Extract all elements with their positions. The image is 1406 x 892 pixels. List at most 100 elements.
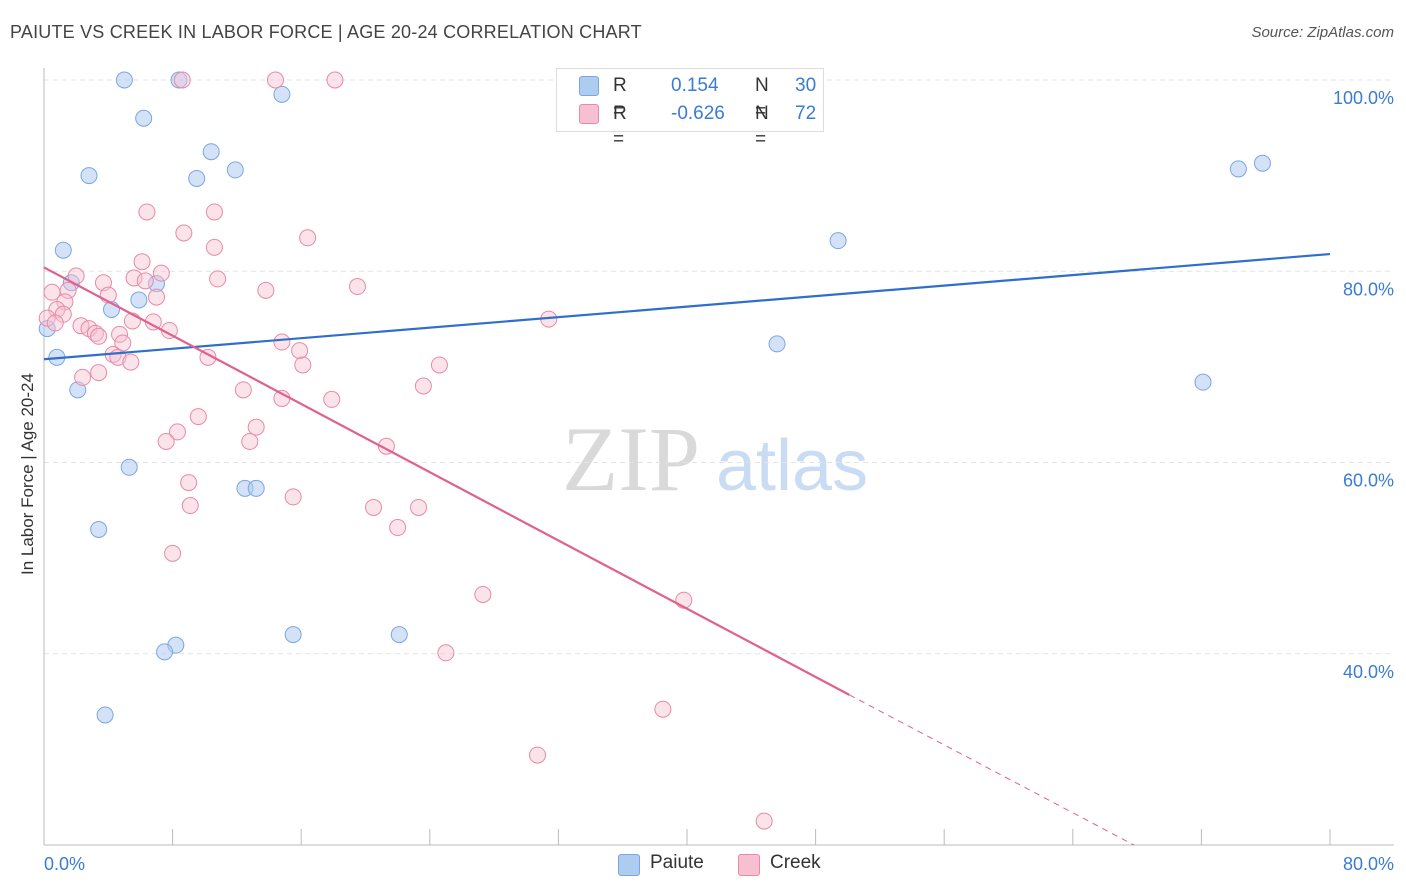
creek-point bbox=[164, 544, 182, 562]
creek-point bbox=[241, 432, 259, 450]
paiute-point bbox=[120, 458, 138, 476]
legend-r-label: R = bbox=[613, 75, 627, 122]
creek-point bbox=[90, 327, 108, 345]
watermark-atlas: atlas bbox=[716, 426, 868, 506]
creek-point bbox=[474, 585, 492, 603]
creek-point bbox=[46, 314, 64, 332]
y-tick-label: 100.0% bbox=[1333, 88, 1394, 108]
creek-point bbox=[529, 746, 547, 764]
creek-point bbox=[266, 71, 284, 89]
creek-point bbox=[157, 432, 175, 450]
creek-point bbox=[294, 356, 312, 374]
legend-r-label: R = bbox=[613, 103, 627, 150]
creek-point bbox=[173, 71, 191, 89]
creek-point bbox=[437, 644, 455, 662]
creek-point bbox=[74, 368, 92, 386]
paiute-point bbox=[284, 626, 302, 644]
paiute-point bbox=[226, 161, 244, 179]
creek-point bbox=[168, 423, 186, 441]
y-axis-label: In Labor Force | Age 20-24 bbox=[18, 373, 37, 575]
y-tick-label: 80.0% bbox=[1343, 279, 1394, 299]
creek-point bbox=[111, 325, 129, 343]
legend-r-value: -0.626 bbox=[671, 103, 725, 124]
creek-point bbox=[348, 278, 366, 296]
creek-point bbox=[410, 498, 428, 516]
paiute-point bbox=[202, 143, 220, 161]
creek-point bbox=[299, 229, 317, 247]
legend-swatch-creek bbox=[579, 104, 599, 124]
paiute-point bbox=[130, 291, 148, 309]
creek-point bbox=[323, 390, 341, 408]
legend-n-value: 30 bbox=[795, 75, 817, 96]
creek-trend-line bbox=[43, 266, 850, 696]
paiute-point bbox=[1194, 373, 1212, 391]
legend-n-label: N = bbox=[755, 75, 769, 122]
creek-point bbox=[180, 474, 198, 492]
creek-point bbox=[148, 288, 166, 306]
paiute-point bbox=[135, 109, 153, 127]
bottom-legend-label: Paiute bbox=[650, 852, 704, 873]
legend-n-value: 72 bbox=[795, 103, 817, 124]
creek-point bbox=[133, 253, 151, 271]
creek-point bbox=[209, 270, 227, 288]
paiute-point bbox=[115, 71, 133, 89]
creek-point bbox=[38, 309, 56, 327]
creek-point bbox=[138, 203, 156, 221]
source-label: Source: ZipAtlas.com bbox=[1251, 24, 1394, 41]
y-tick-label: 60.0% bbox=[1343, 471, 1394, 491]
x-tick-label: 80.0% bbox=[1343, 854, 1394, 874]
creek-point bbox=[125, 269, 143, 287]
bottom-legend-swatch-creek bbox=[738, 854, 760, 876]
creek-point bbox=[326, 71, 344, 89]
correlation-legend: R = 0.154 N = 30 R = -0.626 N = 72 bbox=[556, 68, 824, 150]
creek-trend-line-extension bbox=[849, 694, 1135, 846]
creek-point bbox=[189, 408, 207, 426]
paiute-point bbox=[247, 479, 265, 497]
creek-point bbox=[247, 418, 265, 436]
creek-point bbox=[152, 264, 170, 282]
legend-r-value: 0.154 bbox=[671, 75, 719, 96]
paiute-trend-line bbox=[43, 252, 1331, 361]
creek-point bbox=[430, 356, 448, 374]
paiute-point bbox=[80, 167, 98, 185]
legend-n-label: N = bbox=[755, 103, 769, 150]
creek-point bbox=[365, 498, 383, 516]
bottom-legend-label: Creek bbox=[770, 852, 821, 873]
legend-swatch-paiute bbox=[579, 76, 599, 96]
watermark-zip: ZIP bbox=[562, 408, 700, 510]
creek-point bbox=[205, 203, 223, 221]
bottom-legend-swatch-paiute bbox=[618, 854, 640, 876]
creek-point bbox=[90, 364, 108, 382]
creek-point bbox=[136, 272, 154, 290]
creek-point bbox=[654, 700, 672, 718]
paiute-point bbox=[273, 85, 291, 103]
creek-point bbox=[205, 238, 223, 256]
creek-point bbox=[284, 488, 302, 506]
creek-point bbox=[234, 381, 252, 399]
creek-point bbox=[414, 377, 432, 395]
paiute-point bbox=[1253, 154, 1271, 172]
y-tick-label: 40.0% bbox=[1343, 662, 1394, 682]
x-tick-label: 0.0% bbox=[44, 854, 85, 874]
paiute-point bbox=[829, 232, 847, 250]
chart-title: PAIUTE VS CREEK IN LABOR FORCE | AGE 20-… bbox=[10, 22, 642, 42]
creek-point bbox=[175, 224, 193, 242]
paiute-point bbox=[390, 626, 408, 644]
paiute-point bbox=[1229, 160, 1247, 178]
creek-point bbox=[122, 353, 140, 371]
creek-point bbox=[86, 324, 104, 342]
creek-point bbox=[181, 497, 199, 515]
creek-point bbox=[389, 519, 407, 537]
paiute-point bbox=[90, 520, 108, 538]
paiute-point bbox=[54, 241, 72, 259]
creek-point bbox=[273, 333, 291, 351]
creek-point bbox=[755, 812, 773, 830]
paiute-point bbox=[188, 169, 206, 187]
paiute-point bbox=[96, 706, 114, 724]
paiute-point bbox=[768, 335, 786, 353]
creek-point bbox=[257, 281, 275, 299]
paiute-point bbox=[148, 275, 166, 293]
creek-point bbox=[291, 342, 309, 360]
paiute-point bbox=[156, 643, 174, 661]
